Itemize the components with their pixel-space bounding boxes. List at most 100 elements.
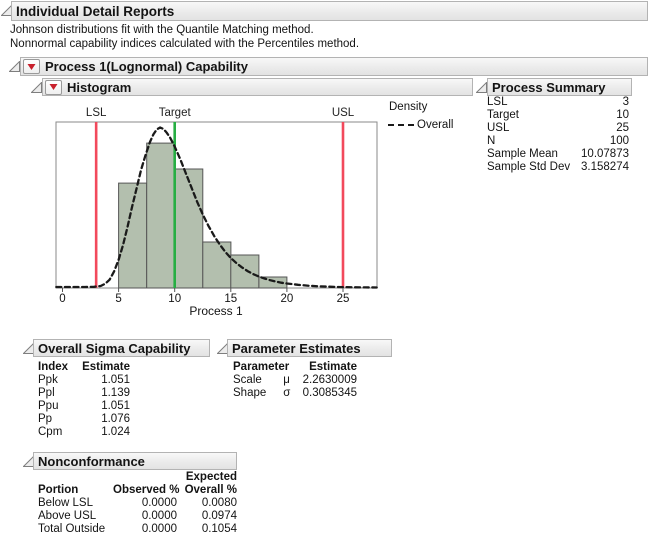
red-triangle-menu-capability[interactable] bbox=[23, 59, 40, 74]
disclosure-triangle-capability[interactable] bbox=[8, 60, 20, 72]
cell: μ bbox=[283, 374, 290, 386]
cell: 0.0000 bbox=[141, 510, 177, 522]
cell: 1.051 bbox=[101, 400, 130, 412]
table-row: Cpm 1.024 bbox=[38, 426, 130, 439]
overall-sigma-header[interactable]: Overall Sigma Capability bbox=[33, 339, 210, 357]
cell: 3.158274 bbox=[581, 161, 629, 173]
cell: Ppu bbox=[38, 400, 59, 412]
disclosure-triangle-process-summary[interactable] bbox=[475, 81, 487, 93]
cell: 0.0974 bbox=[201, 510, 237, 522]
cell: Pp bbox=[38, 413, 53, 425]
histogram-header[interactable]: Histogram bbox=[42, 78, 473, 96]
overall-sigma-table: Index Estimate Ppk 1.051 Ppl 1.139 Ppu 1.051 Pp 1… bbox=[38, 361, 130, 439]
cell: Overall % bbox=[184, 484, 237, 496]
cell: N bbox=[487, 135, 496, 147]
table-row: LSL 3 bbox=[487, 96, 629, 109]
process-summary-table: LSL 3 Target 10 USL 25 N 100 Sample Mean 10.07873… bbox=[487, 96, 629, 174]
cell: Parameter bbox=[233, 361, 290, 373]
red-triangle-icon bbox=[27, 63, 36, 70]
parameter-estimates-header[interactable]: Parameter Estimates bbox=[227, 339, 392, 357]
cell: Total Outside bbox=[38, 523, 106, 535]
cell: USL bbox=[487, 122, 510, 134]
histogram-bar[interactable] bbox=[118, 182, 148, 289]
page-title: Individual Detail Reports bbox=[16, 3, 175, 19]
cell: Below LSL bbox=[38, 497, 93, 509]
cell: 0.0000 bbox=[141, 523, 177, 535]
table-header-row: Index Estimate bbox=[38, 361, 130, 374]
individual-detail-reports-header[interactable]: Individual Detail Reports bbox=[11, 1, 648, 21]
table-row: Sample Mean 10.07873 bbox=[487, 148, 629, 161]
cell: Index bbox=[38, 361, 69, 373]
cell: 0.3085345 bbox=[302, 387, 357, 399]
red-triangle-menu-histogram[interactable] bbox=[45, 79, 62, 95]
cell: Ppk bbox=[38, 374, 58, 386]
cell: Ppl bbox=[38, 387, 55, 399]
cell: 25 bbox=[616, 122, 629, 134]
cell: Above USL bbox=[38, 510, 97, 522]
capability-header[interactable]: Process 1(Lognormal) Capability bbox=[20, 57, 648, 76]
axis-tick-label: 10 bbox=[168, 293, 181, 305]
cell: Scale bbox=[233, 374, 262, 386]
density-curve-overall bbox=[55, 126, 378, 289]
overall-sigma-title: Overall Sigma Capability bbox=[38, 340, 191, 356]
table-row: USL 25 bbox=[487, 122, 629, 135]
cell: Estimate bbox=[82, 361, 130, 373]
table-row: Shape σ 0.3085345 bbox=[233, 387, 357, 400]
cell: Portion bbox=[38, 484, 79, 496]
johnson-fit-note: Johnson distributions fit with the Quant… bbox=[10, 24, 314, 36]
capability-title: Process 1(Lognormal) Capability bbox=[45, 59, 248, 74]
table-row: Ppk 1.051 bbox=[38, 374, 130, 387]
usl-label: USL bbox=[332, 107, 355, 119]
cell: Sample Std Dev bbox=[487, 161, 571, 173]
cell: 0.1054 bbox=[201, 523, 237, 535]
cell bbox=[289, 361, 309, 374]
cell: 10.07873 bbox=[581, 148, 629, 160]
lsl-label: LSL bbox=[86, 107, 107, 119]
histogram-title: Histogram bbox=[67, 79, 132, 95]
cell: 3 bbox=[622, 96, 629, 108]
table-row: N 100 bbox=[487, 135, 629, 148]
nonnormal-indices-note: Nonnormal capability indices calculated … bbox=[10, 38, 360, 50]
histogram-bar[interactable] bbox=[174, 168, 204, 289]
legend-entry-label: Overall bbox=[417, 119, 454, 131]
nonconformance-header[interactable]: Nonconformance bbox=[33, 452, 237, 470]
table-row: Scale μ 2.2630009 bbox=[233, 374, 357, 387]
axis-tick-label: 20 bbox=[281, 293, 294, 305]
cell: Sample Mean bbox=[487, 148, 558, 160]
cell: 1.024 bbox=[101, 426, 130, 438]
table-row: Pp 1.076 bbox=[38, 413, 130, 426]
histogram-bar[interactable] bbox=[230, 254, 260, 289]
process-summary-title: Process Summary bbox=[492, 79, 606, 95]
cell: Shape bbox=[233, 387, 267, 399]
target-label: Target bbox=[159, 107, 192, 119]
cell: 0.0000 bbox=[141, 497, 177, 509]
cell: Observed % bbox=[113, 484, 180, 496]
table-row: Above USL 0.0000 0.0974 bbox=[38, 510, 237, 523]
cell: 0.0080 bbox=[201, 497, 237, 509]
cell: 2.2630009 bbox=[302, 374, 357, 386]
table-row: Ppu 1.051 bbox=[38, 400, 130, 413]
histogram-bar[interactable] bbox=[202, 241, 232, 289]
cell: 1.139 bbox=[101, 387, 130, 399]
axis-tick-label: 5 bbox=[115, 293, 121, 305]
cell: LSL bbox=[487, 96, 508, 108]
histogram-plot[interactable]: LSL Target USL 0 5 10 15 20 25 Process 1 bbox=[40, 100, 390, 320]
parameter-estimates-table: Parameter Estimate Scale μ 2.2630009 Shape σ 0.… bbox=[233, 361, 357, 400]
table-row: Ppl 1.139 bbox=[38, 387, 130, 400]
cell: Target bbox=[487, 109, 519, 121]
red-triangle-icon bbox=[49, 84, 58, 90]
table-row: Total Outside 0.0000 0.1054 bbox=[38, 523, 237, 536]
nonconformance-table: Portion Observed % Overall % Below LSL 0.000… bbox=[38, 484, 237, 536]
table-row: Target 10 bbox=[487, 109, 629, 122]
cell: Estimate bbox=[309, 361, 357, 373]
table-header-row: Portion Observed % Overall % bbox=[38, 484, 237, 497]
table-row: Sample Std Dev 3.158274 bbox=[487, 161, 629, 174]
cell: 1.076 bbox=[101, 413, 130, 425]
cell: 1.051 bbox=[101, 374, 130, 386]
disclosure-triangle-histogram[interactable] bbox=[30, 81, 42, 93]
x-axis-label: Process 1 bbox=[189, 304, 243, 318]
cell: Cpm bbox=[38, 426, 63, 438]
histogram-bar[interactable] bbox=[146, 142, 176, 289]
process-summary-header[interactable]: Process Summary bbox=[487, 78, 632, 96]
